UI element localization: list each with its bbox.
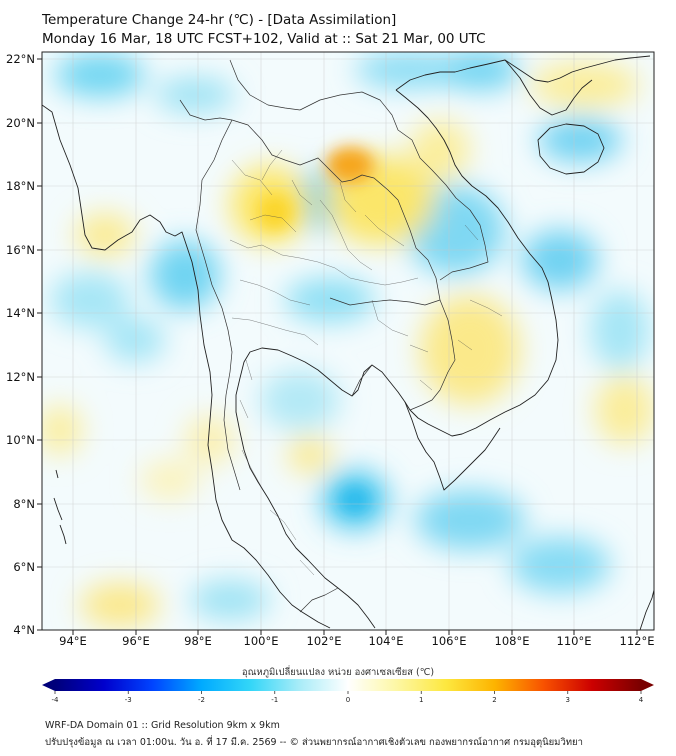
lon-tick-label: 108°E — [495, 634, 530, 648]
footer-model-info: WRF-DA Domain 01 :: Grid Resolution 9km … — [45, 720, 280, 731]
border-myanmar-china — [179, 59, 301, 121]
cool-patch — [50, 272, 130, 328]
warm-core — [326, 147, 374, 183]
plot-frame — [41, 51, 655, 631]
cool-patch — [55, 53, 145, 97]
colorbar-max-arrow — [641, 679, 654, 691]
provincial-borders — [229, 149, 503, 576]
cool-patch — [415, 490, 525, 550]
map-subtitle: Monday 16 Mar, 18 UTC FCST+102, Valid at… — [42, 31, 486, 47]
colorbar-bar — [55, 679, 641, 691]
lon-tick-label: 98°E — [184, 634, 212, 648]
colorbar-tick-label: 0 — [346, 696, 350, 704]
lat-tick-label: 14°N — [6, 306, 35, 320]
lat-tick-label: 8°N — [13, 497, 35, 511]
lon-tick-label: 112°E — [620, 634, 655, 648]
warm-patch — [420, 295, 520, 405]
cool-patch — [190, 580, 270, 620]
colorbar-ticks: -4 -3 -2 -1 0 1 2 3 4 — [52, 691, 644, 704]
tick-marks — [37, 58, 638, 635]
lat-tick-label: 6°N — [13, 560, 35, 574]
cool-patch — [440, 52, 520, 90]
cool-patch — [155, 77, 235, 113]
warm-patch — [288, 437, 332, 473]
gridlines — [42, 52, 654, 630]
colorbar-tick-label: 2 — [492, 696, 496, 704]
colorbar-min-arrow — [42, 679, 55, 691]
lon-tick-label: 106°E — [432, 634, 467, 648]
lon-tick-label: 94°E — [59, 634, 87, 648]
border-laos-vietnam — [299, 91, 489, 281]
cool-patch — [105, 318, 165, 362]
lon-tick-label: 104°E — [369, 634, 404, 648]
lat-tick-label: 16°N — [6, 243, 35, 257]
cool-patch — [522, 230, 598, 290]
colorbar-tick-label: 1 — [419, 696, 423, 704]
coastlines — [42, 55, 654, 630]
border-thai-laos — [231, 119, 441, 301]
coastline-andaman-islands — [53, 469, 67, 545]
lon-tick-label: 110°E — [557, 634, 592, 648]
lat-tick-label: 20°N — [6, 116, 35, 130]
cool-patch — [285, 278, 375, 322]
lat-tick-labels: 22°N 20°N 18°N 16°N 14°N 12°N 10°N 8°N 6… — [6, 52, 35, 637]
cool-patch — [355, 52, 465, 88]
border-thai-myanmar — [195, 119, 241, 491]
colorbar: -4 -3 -2 -1 0 1 2 3 4 — [42, 679, 654, 704]
lat-tick-label: 22°N — [6, 52, 35, 66]
temperature-field — [42, 52, 654, 630]
lat-tick-label: 4°N — [13, 623, 35, 637]
coastline-south-china — [395, 55, 651, 91]
border-thai-malaysia — [299, 587, 339, 613]
cool-patch — [150, 240, 220, 310]
lon-tick-label: 102°E — [307, 634, 342, 648]
colorbar-tick-label: -4 — [52, 696, 60, 704]
coastline-gulf-thailand — [235, 89, 559, 629]
cool-patch — [538, 118, 622, 162]
warm-patch — [595, 375, 654, 445]
lat-tick-label: 18°N — [6, 179, 35, 193]
lat-tick-label: 10°N — [6, 433, 35, 447]
coastline-myanmar-west — [42, 104, 331, 629]
cool-patch — [260, 370, 340, 430]
border-cambodia-vietnam — [409, 299, 456, 411]
coastline-gulf-tonkin — [504, 59, 593, 116]
coastline-hainan — [537, 123, 605, 175]
coastline-mekong-delta — [404, 401, 501, 491]
lon-tick-label: 96°E — [122, 634, 150, 648]
warm-patch — [42, 405, 82, 455]
lon-tick-label: 100°E — [244, 634, 279, 648]
cool-core — [341, 488, 369, 512]
field-cores — [257, 147, 374, 512]
warm-patch — [75, 213, 135, 257]
colorbar-tick-label: -3 — [125, 696, 132, 704]
lon-tick-labels: 94°E 96°E 98°E 100°E 102°E 104°E 106°E 1… — [59, 634, 654, 648]
coastline-borneo-corner — [639, 589, 654, 630]
cool-patch — [590, 290, 650, 370]
colorbar-tick-label: 3 — [566, 696, 570, 704]
warm-patch — [140, 460, 200, 500]
colorbar-tick-label: -2 — [198, 696, 205, 704]
footer-credit: ปรับปรุงข้อมูล ณ เวลา 01:00น. วัน อ. ที่… — [45, 737, 583, 748]
warm-core — [257, 194, 293, 230]
colorbar-tick-label: 4 — [639, 696, 644, 704]
warm-patch — [80, 583, 160, 627]
warm-patch — [410, 120, 470, 180]
warm-patch — [530, 63, 640, 107]
national-borders — [179, 59, 489, 613]
map-title: Temperature Change 24-hr (℃) - [Data Ass… — [42, 12, 397, 28]
border-thai-cambodia — [329, 297, 441, 397]
field-blobs — [42, 52, 654, 627]
colorbar-tick-label: -1 — [271, 696, 278, 704]
cool-patch — [510, 537, 610, 593]
lat-tick-label: 12°N — [6, 370, 35, 384]
colorbar-title: อุณหภูมิเปลี่ยนแปลง หน่วย องศาเซลเซียส (… — [241, 667, 435, 678]
